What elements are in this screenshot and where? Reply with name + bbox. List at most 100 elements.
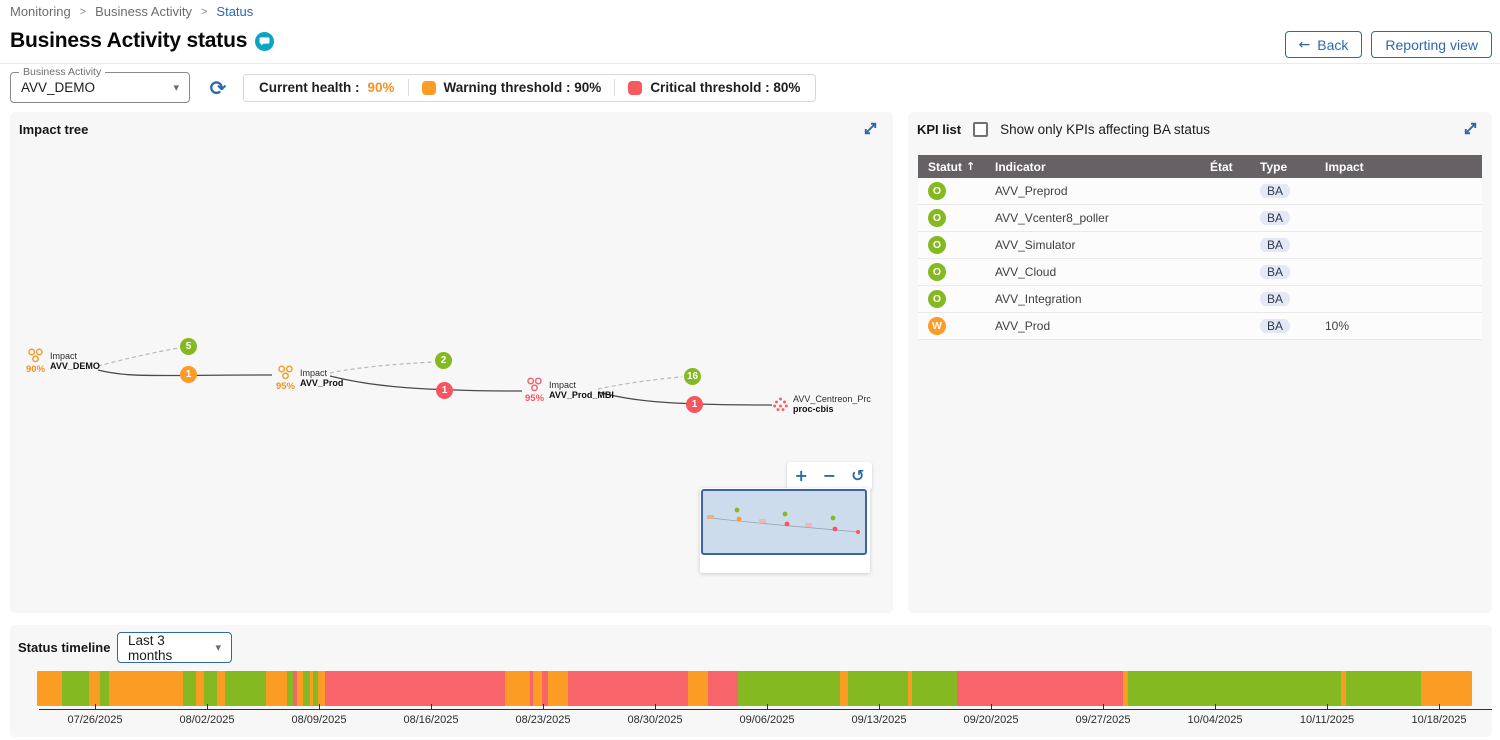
minimap-viewport[interactable]: [701, 489, 867, 555]
timeline-segment[interactable]: [912, 671, 957, 706]
timeline-segment[interactable]: [225, 671, 266, 706]
timeline-segment[interactable]: [318, 671, 325, 706]
timeline-segment[interactable]: [37, 671, 62, 706]
indicator-name: AVV_Vcenter8_poller: [995, 211, 1109, 225]
expand-icon[interactable]: [861, 119, 880, 141]
tree-node-avv-demo[interactable]: 90% Impact AVV_DEMO: [26, 348, 100, 375]
timeline-segment[interactable]: [542, 671, 548, 706]
tree-node-proc-cbis[interactable]: AVV_Centreon_Prc proc-cbis: [773, 394, 871, 414]
timeline-segment[interactable]: [533, 671, 542, 706]
chevron-down-icon: ▾: [173, 81, 179, 94]
timeline-segment[interactable]: [266, 671, 287, 706]
column-header-indicator[interactable]: Indicator: [995, 159, 1046, 174]
timeline-date-label: 09/20/2025: [935, 704, 1047, 726]
expand-icon[interactable]: [1461, 119, 1480, 141]
show-only-kpis-label[interactable]: Show only KPIs affecting BA status: [1000, 122, 1210, 137]
kpi-count-badge-ok[interactable]: 5: [180, 338, 197, 355]
timeline-segment[interactable]: [1341, 671, 1346, 706]
breadcrumb-item-monitoring[interactable]: Monitoring: [10, 4, 71, 19]
timeline-segment[interactable]: [196, 671, 204, 706]
tree-minimap[interactable]: [700, 488, 870, 573]
kpi-table: Statut ↑ Indicator État Type Impact O AV…: [918, 155, 1482, 340]
reset-view-button[interactable]: ↺: [851, 466, 865, 485]
timeline-segment[interactable]: [313, 671, 318, 706]
timeline-segment[interactable]: [1128, 671, 1341, 706]
timeline-date-label: 08/23/2025: [487, 704, 599, 726]
column-header-etat[interactable]: État: [1210, 159, 1233, 174]
tree-node-avv-prod[interactable]: 95% Impact AVV_Prod: [276, 365, 343, 392]
timeline-segment[interactable]: [1346, 671, 1421, 706]
timeline-segment[interactable]: [287, 671, 293, 706]
tree-node-avv-prod-mbi[interactable]: 95% Impact AVV_Prod_MBI: [525, 377, 614, 404]
timeline-segment[interactable]: [100, 671, 109, 706]
kpi-count-badge-critical[interactable]: 1: [686, 396, 703, 413]
timeline-segment[interactable]: [548, 671, 568, 706]
timeline-segment[interactable]: [568, 671, 688, 706]
timeline-segment[interactable]: [908, 671, 912, 706]
critical-threshold-chip: Critical threshold : 80%: [628, 80, 800, 95]
timeline-segment[interactable]: [183, 671, 196, 706]
critical-swatch-icon: [628, 80, 643, 95]
timeline-segment[interactable]: [688, 671, 708, 706]
timeline-segment[interactable]: [840, 671, 848, 706]
column-header-impact[interactable]: Impact: [1325, 159, 1364, 174]
back-arrow-icon: ←: [1298, 36, 1311, 53]
timeline-segment[interactable]: [1123, 671, 1128, 706]
reporting-view-button[interactable]: Reporting view: [1371, 31, 1492, 58]
breadcrumb-item-status[interactable]: Status: [216, 4, 254, 19]
timeline-date-label: 08/30/2025: [599, 704, 711, 726]
timeline-segment[interactable]: [957, 671, 1123, 706]
breadcrumb-item-business-activity[interactable]: Business Activity: [95, 4, 192, 19]
kpi-count-badge-critical[interactable]: 1: [436, 382, 453, 399]
column-header-statut[interactable]: Statut ↑: [928, 159, 976, 174]
status-badge: O: [928, 209, 946, 227]
timeline-segment[interactable]: [1421, 671, 1472, 706]
timeline-segment[interactable]: [62, 671, 89, 706]
business-activity-select[interactable]: Business Activity AVV_DEMO ▾: [10, 66, 190, 103]
table-row[interactable]: O AVV_Simulator BA: [918, 232, 1482, 259]
timeline-segment[interactable]: [109, 671, 183, 706]
comment-bubble-icon[interactable]: [255, 31, 275, 51]
timeline-segment[interactable]: [293, 671, 297, 706]
timeline-segment[interactable]: [310, 671, 313, 706]
minimap-tree-preview: [707, 507, 860, 534]
kpi-count-badge-ok[interactable]: 16: [684, 368, 701, 385]
timeline-date-label: 09/06/2025: [711, 704, 823, 726]
select-label: Business Activity: [19, 66, 106, 78]
timeline-segment[interactable]: [303, 671, 310, 706]
business-activity-icon: [527, 377, 542, 392]
timeline-date-label: 08/16/2025: [375, 704, 487, 726]
timeline-segment[interactable]: [848, 671, 908, 706]
timeline-segment[interactable]: [530, 671, 533, 706]
timeline-segment[interactable]: [708, 671, 738, 706]
back-button[interactable]: ← Back: [1284, 31, 1363, 58]
indicator-name: AVV_Integration: [995, 292, 1082, 306]
column-header-type[interactable]: Type: [1260, 159, 1288, 174]
table-row[interactable]: O AVV_Integration BA: [918, 286, 1482, 313]
table-row[interactable]: O AVV_Cloud BA: [918, 259, 1482, 286]
table-row[interactable]: W AVV_Prod BA 10%: [918, 313, 1482, 340]
kpi-count-badge-warning[interactable]: 1: [180, 366, 197, 383]
timeline-range-select[interactable]: Last 3 months ▾: [117, 632, 232, 663]
status-badge: O: [928, 290, 946, 308]
table-row[interactable]: O AVV_Vcenter8_poller BA: [918, 205, 1482, 232]
timeline-segment[interactable]: [204, 671, 217, 706]
timeline-segment[interactable]: [505, 671, 530, 706]
kpi-count-badge-ok[interactable]: 2: [435, 352, 452, 369]
node-name: proc-cbis: [793, 403, 834, 414]
show-only-kpis-checkbox[interactable]: [973, 122, 989, 137]
zoom-in-button[interactable]: +: [794, 466, 808, 485]
table-row[interactable]: O AVV_Preprod BA: [918, 178, 1482, 205]
impact-tree-panel: Impact tree 90% Impact AVV_DEMO: [10, 112, 893, 613]
timeline-segment[interactable]: [89, 671, 100, 706]
timeline-segment[interactable]: [325, 671, 505, 706]
zoom-out-button[interactable]: −: [822, 466, 837, 485]
timeline-segment[interactable]: [297, 671, 303, 706]
timeline-segment[interactable]: [217, 671, 225, 706]
timeline-axis: 07/26/2025 08/02/2025 08/09/2025 08/16/2…: [39, 704, 1492, 726]
refresh-button[interactable]: ⟳: [205, 75, 231, 101]
timeline-segment[interactable]: [738, 671, 840, 706]
chevron-down-icon: ▾: [215, 641, 221, 654]
timeline-date-label: 10/04/2025: [1159, 704, 1271, 726]
timeline-bar[interactable]: [37, 671, 1472, 706]
